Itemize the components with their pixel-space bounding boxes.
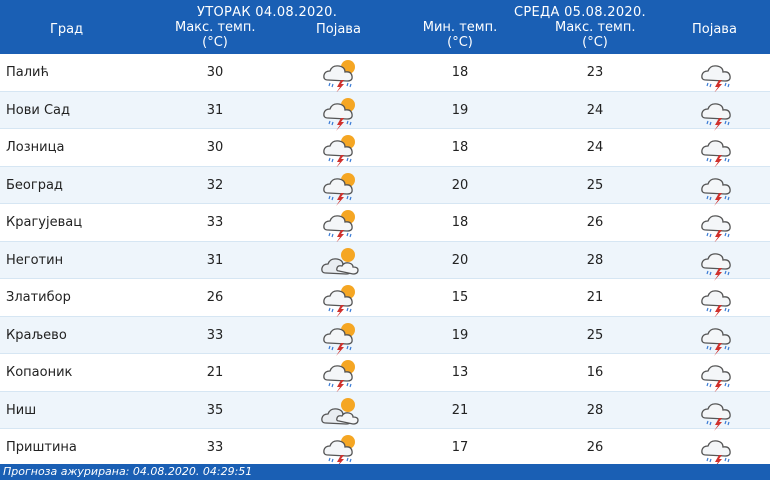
- day1-max-temp: 31: [206, 102, 224, 118]
- city-column-header: Град: [50, 22, 84, 37]
- day2-max-temp: 25: [586, 327, 604, 343]
- table-row: Краљево 33 19 25: [0, 316, 770, 356]
- day2-max-temp: 28: [586, 252, 604, 268]
- city-name: Краљево: [6, 327, 67, 343]
- day2-min-temp: 21: [451, 402, 469, 418]
- city-name: Крагујевац: [6, 215, 83, 230]
- day2-min-temp: 17: [451, 440, 469, 455]
- day1-max-temp: 26: [206, 290, 224, 305]
- cloud-rain-thunder-icon: [699, 394, 739, 431]
- city-name: Ниш: [6, 402, 37, 418]
- day1-max-temp: 21: [206, 365, 224, 380]
- sun-cloud-thunder-icon: [321, 206, 361, 243]
- table-row: Ниш 35 21 28: [0, 391, 770, 431]
- city-name: Приштина: [6, 440, 77, 455]
- city-name: Лозница: [6, 140, 65, 155]
- day2-min-temp: 18: [451, 140, 469, 155]
- day2-max-temp: 16: [586, 365, 604, 380]
- day1-title: УТОРАК 04.08.2020.: [197, 5, 338, 20]
- day2-title: СРЕДА 05.08.2020.: [514, 5, 646, 20]
- day1-max-temp: 31: [206, 252, 224, 268]
- day2-max-temp: 24: [586, 140, 604, 155]
- day2-min-temp: 20: [451, 252, 469, 268]
- table-row: Копаоник 21 13 16: [0, 354, 770, 393]
- day2-max-temp: 21: [586, 290, 604, 305]
- table-row: Крагујевац 33 18 26: [0, 204, 770, 243]
- cloud-rain-thunder-icon: [699, 281, 739, 318]
- sun-cloud-thunder-icon: [321, 56, 361, 93]
- cloud-rain-thunder-icon: [699, 356, 739, 393]
- sun-cloud-thunder-icon: [321, 356, 361, 393]
- day2-min-temp: 13: [451, 365, 469, 380]
- day2-max-temp: 28: [586, 402, 604, 418]
- table-header: Град УТОРАК 04.08.2020. СРЕДА 05.08.2020…: [0, 0, 770, 54]
- city-name: Нови Сад: [6, 102, 71, 118]
- update-footer: Прогноза ажурирана: 04.08.2020. 04:29:51: [0, 464, 770, 480]
- table-row: Палић 30 18 23: [0, 54, 770, 93]
- cloud-rain-thunder-icon: [699, 244, 739, 281]
- day2-max-temp: 23: [586, 65, 604, 80]
- day1-max-temp: 33: [206, 215, 224, 230]
- day2-max-temp: 26: [586, 440, 604, 455]
- day1-max-temp: 30: [206, 65, 224, 80]
- day1-max-temp: 32: [206, 177, 224, 193]
- city-name: Копаоник: [6, 365, 73, 380]
- sun-cloud-thunder-icon: [321, 431, 361, 468]
- cloud-rain-thunder-icon: [699, 431, 739, 468]
- sun-cloud-thunder-icon: [321, 319, 361, 356]
- day2-min-temp: 18: [451, 215, 469, 230]
- city-name: Неготин: [6, 252, 64, 268]
- sun-cloud-thunder-icon: [321, 169, 361, 206]
- day2-min-temp: 19: [451, 327, 469, 343]
- sun-cloud-icon: [321, 244, 361, 277]
- day2-max-temp: 26: [586, 215, 604, 230]
- table-row: Нови Сад 31 19 24: [0, 91, 770, 131]
- day2-min-temp-header: Мин. темп. (°C): [422, 20, 498, 50]
- day1-phenomenon-header: Појава: [316, 22, 361, 37]
- table-body: Палић 30 18 23 Нови Сад 31 19 24 Лозница…: [0, 54, 770, 468]
- cloud-rain-thunder-icon: [699, 131, 739, 168]
- cloud-rain-thunder-icon: [699, 56, 739, 93]
- city-name: Златибор: [6, 290, 71, 305]
- day2-max-temp: 24: [586, 102, 604, 118]
- sun-cloud-thunder-icon: [321, 94, 361, 131]
- table-row: Неготин 31 20 28: [0, 241, 770, 281]
- day2-min-temp: 20: [451, 177, 469, 193]
- table-row: Лозница 30 18 24: [0, 129, 770, 168]
- table-row: Приштина 33 17 26: [0, 429, 770, 468]
- day2-min-temp: 15: [451, 290, 469, 305]
- cloud-rain-thunder-icon: [699, 206, 739, 243]
- day2-phenomenon-header: Појава: [692, 22, 737, 37]
- cloud-rain-thunder-icon: [699, 319, 739, 356]
- sun-cloud-thunder-icon: [321, 131, 361, 168]
- table-row: Златибор 26 15 21: [0, 279, 770, 318]
- day2-min-temp: 19: [451, 102, 469, 118]
- cloud-rain-thunder-icon: [699, 169, 739, 206]
- cloud-rain-thunder-icon: [699, 94, 739, 131]
- day1-max-temp: 35: [206, 402, 224, 418]
- city-name: Београд: [6, 177, 63, 193]
- sun-cloud-icon: [321, 394, 361, 427]
- day1-max-temp-header: Макс. темп. (°C): [175, 20, 256, 50]
- day2-max-temp-header: Макс. темп. (°C): [555, 20, 636, 50]
- city-name: Палић: [6, 65, 49, 80]
- day2-max-temp: 25: [586, 177, 604, 193]
- day2-min-temp: 18: [451, 65, 469, 80]
- day1-max-temp: 33: [206, 440, 224, 455]
- day1-max-temp: 30: [206, 140, 224, 155]
- day1-max-temp: 33: [206, 327, 224, 343]
- table-row: Београд 32 20 25: [0, 166, 770, 206]
- sun-cloud-thunder-icon: [321, 281, 361, 318]
